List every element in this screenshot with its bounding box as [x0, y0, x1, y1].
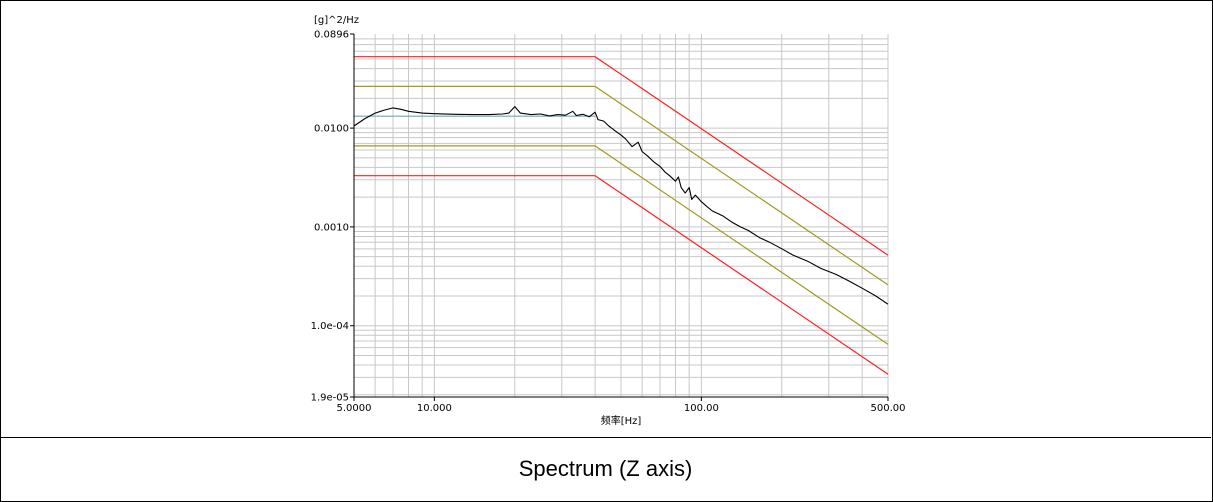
- x-tick-label: 10.000: [417, 403, 452, 414]
- series-line-6: [353, 106, 889, 305]
- y-axis-label: [g]^2/Hz: [314, 15, 359, 26]
- x-tick-label: 100.00: [684, 403, 719, 414]
- series-line-5: [354, 175, 889, 375]
- x-axis-label: 频率[Hz]: [601, 414, 642, 427]
- y-tick-label: 0.0896: [314, 30, 349, 41]
- y-tick-label: 0.0010: [314, 222, 349, 233]
- x-tick-label: 500.00: [871, 403, 906, 414]
- y-tick-label: 1.0e-04: [311, 321, 349, 332]
- figure-caption: Spectrum (Z axis): [518, 456, 693, 481]
- y-tick-label: 0.0100: [314, 124, 349, 135]
- y-tick-label: 1.9e-05: [311, 393, 349, 404]
- caption-divider: [0, 437, 1211, 438]
- x-tick-label: 5.0000: [337, 403, 372, 414]
- series-line-4: [354, 145, 889, 345]
- series-group: [353, 56, 889, 375]
- series-line-1: [354, 56, 889, 256]
- psd-chart: 5.0000 10.000 100.00 500.00 0.0896 0.0100 0.00…: [311, 15, 906, 427]
- grid-lines: [353, 34, 889, 397]
- tick-labels: 5.0000 10.000 100.00 500.00 0.0896 0.0100 0.00…: [311, 30, 906, 415]
- series-line-2: [354, 85, 889, 286]
